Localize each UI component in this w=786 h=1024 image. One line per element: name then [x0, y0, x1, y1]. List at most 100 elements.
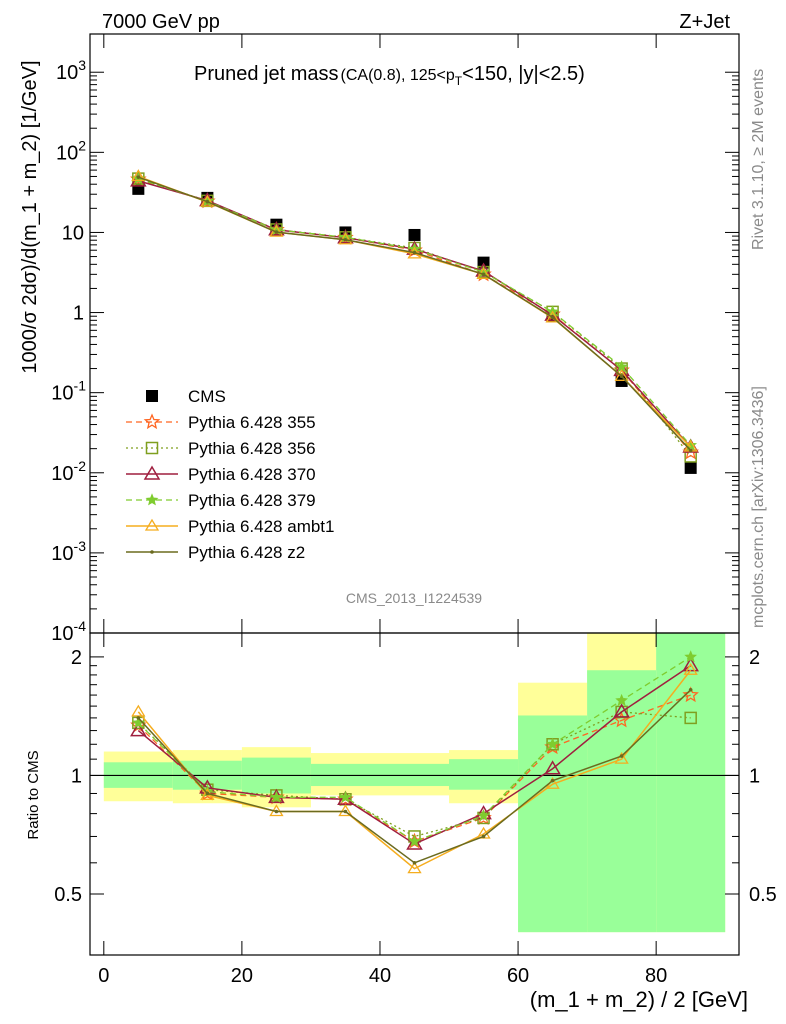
main-series-line — [138, 178, 692, 453]
ratio-series-point — [614, 751, 629, 764]
ratio-y-tick-label: 0.5 — [54, 884, 82, 906]
main-y-tick-label: 10-4 — [51, 618, 86, 645]
main-series-point — [131, 169, 146, 182]
ratio-band-green — [449, 759, 519, 790]
ratio-series-point — [339, 790, 352, 803]
tick-exponent: -4 — [74, 618, 87, 634]
main-data-point — [408, 228, 421, 241]
legend-entry-p355: Pythia 6.428 355 — [126, 413, 316, 432]
ratio-series-point — [613, 703, 630, 718]
main-series-point — [136, 175, 141, 179]
ratio-series-point — [412, 861, 417, 865]
x-tick-label: 0 — [98, 965, 109, 987]
title-sub: (CA(0.8), 125<p — [341, 67, 455, 84]
legend-entry-p356: Pythia 6.428 356 — [126, 439, 316, 458]
ratio-series-point — [408, 834, 421, 847]
ratio-series-point — [131, 704, 146, 717]
x-tick-label: 60 — [507, 965, 529, 987]
legend-entry-p370: Pythia 6.428 370 — [126, 465, 316, 484]
main-series-p379 — [131, 171, 698, 451]
ratio-band-green — [587, 670, 657, 933]
main-series-point — [614, 369, 629, 381]
legend-marker — [144, 518, 160, 531]
x-tick-label: 20 — [231, 965, 253, 987]
ratio-y-tick-label-right: 0.5 — [749, 884, 777, 906]
ratio-series-point — [338, 804, 353, 817]
tick-base: 10 — [56, 142, 78, 164]
plot-title: Pruned jet mass (CA(0.8), 125<pT<150, |y|… — [194, 63, 585, 88]
tick-base: 10 — [51, 463, 73, 485]
ratio-series-point — [343, 809, 348, 814]
legend-entry-data: CMS — [146, 387, 226, 406]
tick-exponent: -3 — [74, 538, 87, 554]
rivet-label: Rivet 3.1.10, ≥ 2M events — [750, 69, 767, 250]
legend-marker — [143, 465, 161, 480]
ratio-series-point — [615, 693, 629, 706]
main-series-point — [205, 199, 210, 204]
ratio-series-point — [274, 809, 279, 814]
main-y-tick-label: 1 — [73, 303, 84, 325]
legend-entry-p379: Pythia 6.428 379 — [126, 491, 316, 510]
main-y-tick-label: 102 — [56, 137, 86, 164]
legend-marker — [150, 550, 154, 554]
legend-label: Pythia 6.428 355 — [188, 413, 316, 432]
legend-label: CMS — [188, 387, 226, 406]
ratio-series-z2 — [136, 688, 693, 865]
ratio-series-point — [682, 686, 699, 703]
main-y-tick-label: 103 — [56, 57, 86, 84]
ratio-y-tick-label-right: 2 — [749, 647, 760, 669]
tick-base: 10 — [51, 543, 73, 565]
tick-exponent: -2 — [74, 458, 87, 474]
x-tick-label: 80 — [645, 965, 667, 987]
ratio-band-green — [518, 715, 588, 933]
main-series-point — [545, 310, 560, 323]
tick-base: 10 — [51, 383, 73, 405]
ratio-band-green — [656, 633, 726, 933]
ratio-series-line — [137, 656, 692, 843]
main-data-point — [684, 461, 697, 474]
main-series-point — [619, 374, 624, 379]
ratio-y-axis-label: Ratio to CMS — [25, 750, 42, 839]
ratio-series-point — [544, 760, 561, 775]
main-series-point — [343, 237, 348, 242]
ratio-series-point — [550, 778, 555, 783]
ratio-series-point — [481, 834, 486, 839]
main-series-line — [138, 180, 692, 448]
x-tick-label: 40 — [369, 965, 391, 987]
legend-label: Pythia 6.428 ambt1 — [188, 517, 334, 536]
main-series-z2 — [136, 175, 693, 453]
main-y-tick-label: 10-2 — [51, 458, 86, 485]
main-series-point — [481, 272, 486, 277]
subscript-t: T — [455, 74, 463, 88]
legend-label: Pythia 6.428 z2 — [188, 543, 305, 562]
main-series-ambt1 — [131, 169, 698, 452]
legend-marker — [145, 441, 159, 455]
ratio-series-point — [477, 809, 490, 822]
ratio-series-point — [406, 835, 423, 850]
legend-marker — [143, 413, 161, 430]
ratio-series-point — [205, 791, 210, 796]
main-y-tick-label: 10 — [62, 222, 84, 244]
ratio-series-point — [130, 722, 147, 737]
legend-entry-z2: Pythia 6.428 z2 — [126, 543, 305, 562]
ratio-series-point — [546, 737, 559, 750]
legend-marker — [145, 493, 159, 506]
ratio-series-point — [270, 790, 283, 803]
ratio-series-line — [137, 694, 691, 843]
ratio-series-line — [137, 669, 692, 870]
main-series-point — [412, 250, 417, 255]
legend-label: Pythia 6.428 356 — [188, 439, 316, 458]
x-axis-label: (m_1 + m_2) / 2 [GeV] — [530, 987, 748, 1012]
series — [130, 169, 699, 874]
legend-entry-ambt1: Pythia 6.428 ambt1 — [126, 517, 334, 536]
main-series-line — [138, 176, 692, 451]
tick-exponent: 3 — [78, 57, 86, 73]
tick-exponent: 2 — [78, 137, 86, 153]
ratio-y-tick-label: 2 — [71, 647, 82, 669]
ratio-series-point — [684, 711, 697, 725]
main-y-axis-label: 1000/σ 2dσ)/d(m_1 + m_2) [1/GeV] — [19, 60, 41, 373]
legend-marker — [146, 390, 158, 402]
main-series-point — [550, 315, 555, 320]
